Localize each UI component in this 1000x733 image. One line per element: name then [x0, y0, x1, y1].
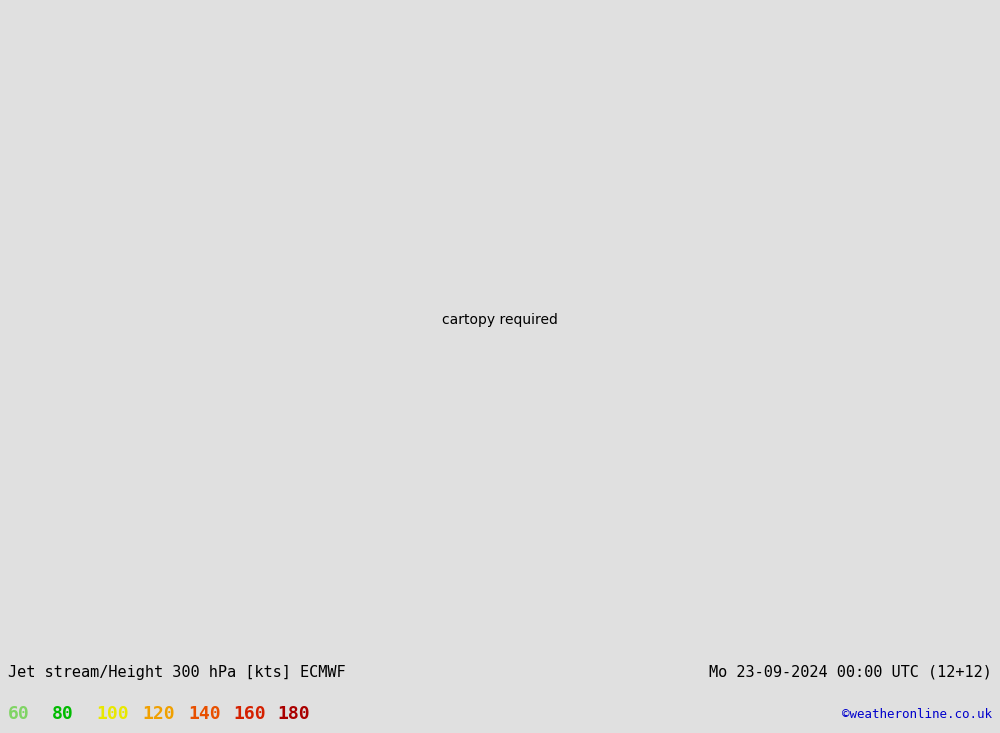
Text: 120: 120 [142, 705, 175, 723]
Text: 80: 80 [52, 705, 74, 723]
Text: ©weatheronline.co.uk: ©weatheronline.co.uk [842, 708, 992, 721]
Text: 60: 60 [8, 705, 30, 723]
Text: 140: 140 [188, 705, 221, 723]
Text: 100: 100 [96, 705, 129, 723]
Text: Mo 23-09-2024 00:00 UTC (12+12): Mo 23-09-2024 00:00 UTC (12+12) [709, 665, 992, 679]
Text: 160: 160 [233, 705, 266, 723]
Text: 180: 180 [277, 705, 310, 723]
Text: cartopy required: cartopy required [442, 313, 558, 328]
Text: Jet stream/Height 300 hPa [kts] ECMWF: Jet stream/Height 300 hPa [kts] ECMWF [8, 665, 346, 679]
